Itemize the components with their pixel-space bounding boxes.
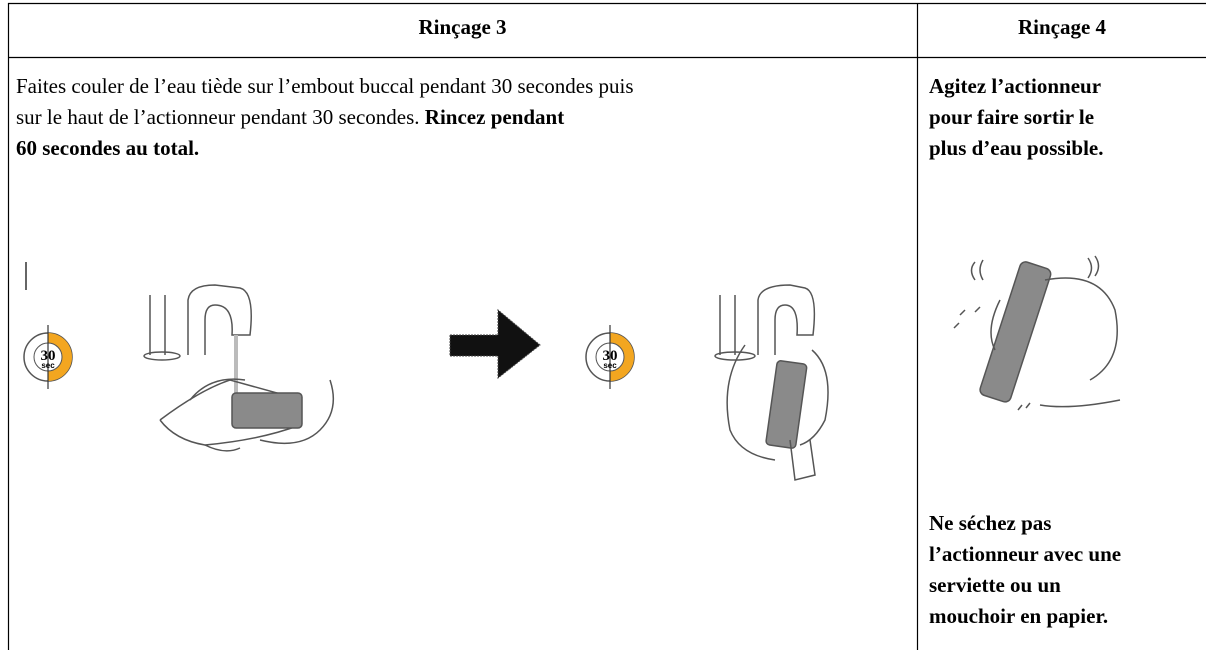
text: sur le haut de l’actionneur pendant 30 s… xyxy=(16,105,425,129)
text-line: l’actionneur avec une xyxy=(929,542,1122,566)
text-line: serviette ou un xyxy=(929,573,1061,597)
shake-illustration xyxy=(953,255,1121,411)
timer-value: 30 xyxy=(603,348,618,364)
timer-unit: sec xyxy=(41,361,55,370)
text-line: mouchoir en papier. xyxy=(929,604,1109,628)
text-line: plus d’eau possible. xyxy=(929,136,1104,160)
text-line: Ne séchez pas xyxy=(929,511,1052,535)
bold-text: 60 secondes au total. xyxy=(16,136,200,160)
arrow xyxy=(449,308,541,380)
timer-icon: 30 sec xyxy=(23,325,73,389)
instruction-text: Agitez l’actionneur pour faire sortir le p… xyxy=(929,71,1103,164)
rinse-illustration xyxy=(714,284,829,481)
text-line: Agitez l’actionneur xyxy=(929,74,1102,98)
timer-value: 30 xyxy=(41,348,56,364)
timer-unit: sec xyxy=(603,361,617,370)
text-line: sur le haut de l’actionneur pendant 30 s… xyxy=(16,102,911,133)
text-line: pour faire sortir le xyxy=(929,105,1095,129)
instruction-text: Faites couler de l’eau tiède sur l’embou… xyxy=(16,71,911,164)
bold-text: Rincez pendant xyxy=(424,105,565,129)
instruction-text: Ne séchez pas l’actionneur avec une servie… xyxy=(929,508,1121,632)
header-cell: Rinçage 3 xyxy=(418,15,507,39)
rinse-illustration xyxy=(143,284,335,452)
header-cell: Rinçage 4 xyxy=(1017,15,1107,39)
text-line: Faites couler de l’eau tiède sur l’embou… xyxy=(16,74,634,98)
timer-icon: 30 sec xyxy=(585,325,635,389)
text-line: 60 secondes au total. xyxy=(16,133,911,164)
